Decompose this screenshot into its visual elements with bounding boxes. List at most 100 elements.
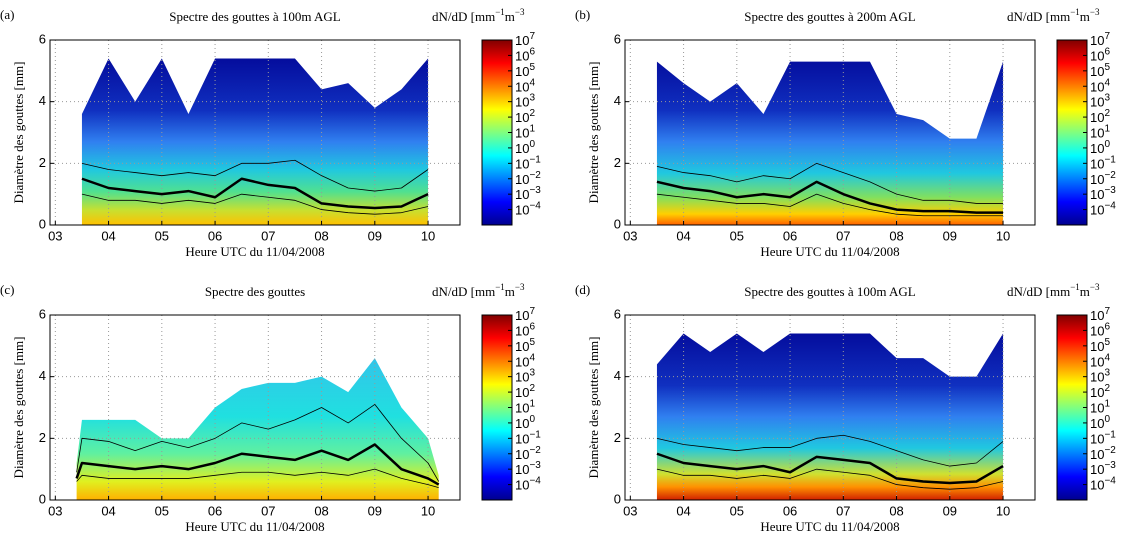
colorbar-tick-base: 10 — [515, 157, 529, 172]
colorbar-tick-base: 10 — [515, 308, 529, 323]
x-tick-label: 04 — [101, 503, 115, 518]
colorbar-tick-base: 10 — [515, 80, 529, 95]
colorbar-label-part: dN/dD [mm — [1007, 284, 1070, 299]
colorbar-tick-label: 103 — [1090, 367, 1110, 385]
series-line — [81, 193, 429, 215]
colorbar-tick-base: 10 — [1090, 157, 1104, 172]
colorbar-label-part: −3 — [515, 7, 525, 17]
colorbar-tick-exp: 1 — [1104, 398, 1110, 409]
colorbar-tick-label: 101 — [515, 123, 535, 141]
x-tick-label: 08 — [314, 503, 328, 518]
series-line — [656, 452, 1004, 485]
colorbar-tick-label: 100 — [515, 139, 535, 157]
y-axis-label: Diamètre des gouttes [mm] — [586, 62, 601, 204]
colorbar-tick-label: 10−1 — [515, 154, 541, 172]
colorbar-tick-label: 10−4 — [515, 475, 541, 493]
colorbar-tick-base: 10 — [515, 33, 529, 48]
colorbar-tick-exp: 3 — [1104, 367, 1110, 378]
colorbar-tick-exp: 1 — [529, 123, 535, 134]
chart-title: Spectre des gouttes à 100m AGL — [744, 284, 916, 299]
colorbar-tick-label: 104 — [515, 77, 535, 95]
colorbar-tick-exp: −1 — [1104, 429, 1116, 440]
colorbar-tick-exp: −2 — [529, 444, 541, 455]
chart-title: Spectre des gouttes à 100m AGL — [169, 9, 341, 24]
chart-title: Spectre des gouttes — [205, 284, 305, 299]
colorbar-tick-exp: 6 — [529, 321, 535, 332]
colorbar-label: dN/dD [mm−1m−3 — [1007, 7, 1100, 24]
x-tick-label: 03 — [48, 503, 62, 518]
colorbar-tick-label: 105 — [515, 61, 535, 79]
colorbar-tick-exp: 3 — [1104, 92, 1110, 103]
colorbar-tick-exp: −4 — [529, 200, 541, 211]
x-tick-label: 03 — [623, 503, 637, 518]
colorbar-tick-label: 105 — [1090, 61, 1110, 79]
colorbar-tick-base: 10 — [1090, 308, 1104, 323]
colorbar-tick-label: 100 — [1090, 414, 1110, 432]
colorbar-label-part: −3 — [515, 282, 525, 292]
colorbar-tick-label: 101 — [515, 398, 535, 416]
series-line — [76, 468, 439, 489]
colorbar-tick-exp: −3 — [529, 185, 541, 196]
colorbar-tick-base: 10 — [1090, 49, 1104, 64]
colorbar-tick-label: 101 — [1090, 123, 1110, 141]
colorbar-tick-label: 104 — [1090, 77, 1110, 95]
colorbar-tick-base: 10 — [1090, 339, 1104, 354]
colorbar-tick-exp: 5 — [529, 61, 535, 72]
x-tick-label: 05 — [730, 503, 744, 518]
colorbar-tick-label: 105 — [1090, 336, 1110, 354]
series-line — [81, 159, 429, 192]
colorbar-tick-base: 10 — [1090, 188, 1104, 203]
colorbar-tick-exp: 5 — [529, 336, 535, 347]
colorbar-tick-exp: 0 — [1104, 414, 1110, 425]
colorbar-label-part: m — [505, 284, 515, 299]
colorbar-label-part: dN/dD [mm — [432, 284, 495, 299]
panel: (a) Spectre des gouttes à 100m AGL dN/dD [… — [0, 7, 541, 259]
colorbar-tick-base: 10 — [515, 126, 529, 141]
y-tick-label: 0 — [39, 216, 46, 231]
colorbar — [481, 39, 513, 226]
colorbar-tick-base: 10 — [515, 432, 529, 447]
colorbar-tick-exp: 3 — [529, 92, 535, 103]
colorbar-tick-exp: 0 — [529, 414, 535, 425]
x-tick-label: 09 — [368, 503, 382, 518]
colorbar-tick-label: 107 — [515, 306, 535, 324]
colorbar-label-part: −1 — [495, 282, 505, 292]
colorbar-tick-base: 10 — [515, 203, 529, 218]
colorbar-tick-exp: 0 — [529, 139, 535, 150]
colorbar-label-part: −3 — [1090, 7, 1100, 17]
y-tick-label: 6 — [614, 31, 621, 46]
colorbar — [1056, 39, 1088, 226]
x-tick-label: 10 — [996, 228, 1010, 243]
x-tick-label: 04 — [101, 228, 115, 243]
colorbar-tick-base: 10 — [1090, 355, 1104, 370]
x-tick-label: 05 — [730, 228, 744, 243]
colorbar-tick-base: 10 — [515, 141, 529, 156]
x-tick-label: 07 — [836, 228, 850, 243]
colorbar-tick-exp: 1 — [1104, 123, 1110, 134]
colorbar-tick-label: 10−1 — [1090, 429, 1116, 447]
colorbar-tick-label: 107 — [515, 31, 535, 49]
colorbar-tick-exp: −4 — [1104, 200, 1116, 211]
colorbar-tick-label: 105 — [515, 336, 535, 354]
colorbar-tick-base: 10 — [1090, 111, 1104, 126]
y-axis-label: Diamètre des gouttes [mm] — [11, 62, 26, 204]
y-tick-label: 0 — [39, 491, 46, 506]
x-tick-label: 10 — [996, 503, 1010, 518]
x-axis-label: Heure UTC du 11/04/2008 — [760, 519, 899, 534]
colorbar-tick-base: 10 — [1090, 432, 1104, 447]
plot-frame — [49, 314, 461, 501]
colorbar-tick-exp: 0 — [1104, 139, 1110, 150]
y-axis-label: Diamètre des gouttes [mm] — [11, 337, 26, 479]
spectrum-field — [81, 58, 429, 225]
colorbar-tick-base: 10 — [515, 447, 529, 462]
colorbar-tick-label: 103 — [515, 367, 535, 385]
colorbar-tick-base: 10 — [1090, 463, 1104, 478]
spectrum-field — [656, 333, 1004, 500]
spectrum-field — [656, 61, 1004, 226]
colorbar-tick-label: 10−1 — [515, 429, 541, 447]
colorbar-tick-label: 100 — [1090, 139, 1110, 157]
series-line — [75, 443, 440, 486]
colorbar-tick-exp: 4 — [529, 352, 535, 363]
colorbar-tick-exp: −2 — [1104, 169, 1116, 180]
panel-label: (a) — [0, 7, 14, 22]
